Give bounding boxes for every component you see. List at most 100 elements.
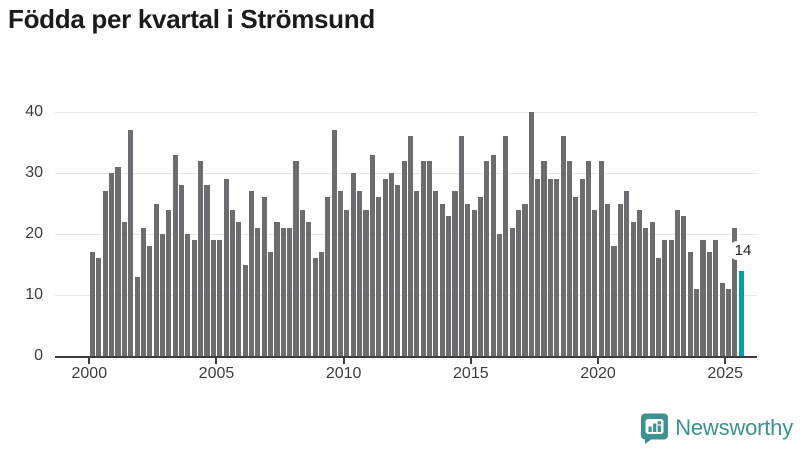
newsworthy-logo: Newsworthy	[640, 412, 793, 444]
bar	[376, 197, 382, 356]
bar	[446, 215, 452, 356]
bar	[248, 191, 255, 356]
bar	[306, 221, 312, 356]
bar	[719, 282, 725, 356]
bar	[554, 179, 560, 356]
y-tick-label: 40	[25, 103, 43, 120]
bar	[191, 240, 197, 356]
bar	[439, 203, 445, 356]
bar	[140, 227, 146, 356]
bar	[687, 252, 693, 356]
bar	[109, 173, 115, 356]
bar	[407, 136, 414, 356]
bar	[598, 160, 604, 356]
bar	[458, 136, 464, 356]
bar	[592, 209, 598, 356]
bar	[128, 130, 134, 356]
bar	[675, 209, 681, 356]
bar	[662, 240, 668, 356]
x-tick-label: 2005	[198, 365, 235, 382]
bar	[706, 252, 712, 356]
bar	[630, 221, 636, 356]
bar	[477, 197, 483, 356]
bar	[611, 246, 617, 356]
gridline	[55, 112, 757, 113]
bar	[325, 197, 331, 356]
bar	[159, 234, 166, 356]
bar	[318, 252, 325, 356]
bar	[547, 179, 553, 356]
bar	[509, 227, 515, 356]
bar	[700, 240, 706, 356]
bar	[528, 112, 534, 356]
bar	[694, 288, 700, 356]
bar	[153, 203, 159, 356]
bar	[369, 154, 375, 356]
bar	[338, 191, 344, 356]
bar	[147, 246, 153, 356]
bar	[586, 160, 592, 356]
bar	[535, 179, 541, 356]
newsworthy-logo-icon	[641, 413, 669, 444]
bar	[293, 160, 299, 356]
bar	[287, 227, 293, 356]
bar	[179, 185, 185, 356]
bar	[102, 191, 108, 356]
bar	[229, 209, 235, 356]
chart-title: Födda per kvartal i Strömsund	[8, 4, 375, 34]
bar	[427, 160, 433, 356]
bar	[395, 185, 401, 356]
bar	[90, 252, 96, 356]
highlighted-bar	[738, 270, 744, 356]
bar	[166, 209, 172, 356]
bar	[465, 203, 471, 356]
bar	[331, 130, 337, 356]
x-tick	[724, 358, 727, 364]
bar	[522, 203, 528, 356]
bar	[185, 234, 191, 356]
bar	[401, 160, 407, 356]
bar	[312, 258, 318, 356]
bar	[573, 197, 579, 356]
bar	[414, 191, 420, 356]
bar	[357, 191, 363, 356]
bar	[121, 221, 127, 356]
bar	[204, 185, 210, 356]
bar	[115, 166, 121, 356]
x-tick	[469, 358, 472, 364]
bar	[516, 209, 522, 356]
bar	[172, 154, 178, 356]
bar	[344, 209, 350, 356]
bar	[649, 221, 655, 356]
bar	[484, 160, 490, 356]
bar	[624, 191, 630, 356]
bar	[560, 136, 566, 356]
x-tick-label: 2020	[580, 365, 616, 382]
x-tick	[342, 358, 345, 364]
bar	[433, 191, 439, 356]
bar	[668, 240, 674, 356]
bar	[643, 227, 649, 356]
bar	[541, 160, 547, 356]
bar	[420, 160, 426, 356]
value-label: 14	[729, 240, 757, 260]
x-tick	[215, 358, 218, 364]
bar	[732, 227, 738, 356]
bar	[496, 234, 503, 356]
bar	[198, 160, 204, 356]
bar	[490, 154, 496, 356]
bar	[382, 179, 388, 356]
bar	[274, 221, 280, 356]
y-tick-label: 0	[34, 347, 43, 364]
bar	[605, 203, 611, 356]
bar	[636, 209, 642, 356]
x-tick-label: 2015	[453, 365, 489, 382]
x-axis-line	[55, 356, 757, 358]
y-tick-label: 30	[25, 164, 43, 181]
bar	[280, 227, 286, 356]
bar	[713, 240, 719, 356]
bar	[363, 209, 369, 356]
bar	[388, 173, 394, 356]
